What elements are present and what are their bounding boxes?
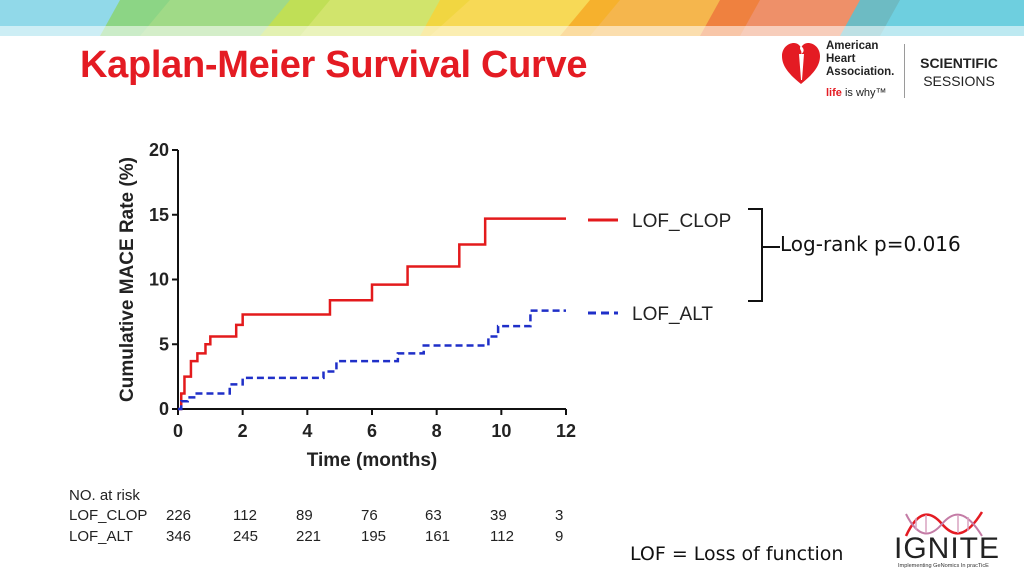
x-tick-label: 6 [367, 421, 377, 441]
risk-cell: 39 [490, 507, 507, 524]
scientific-sessions: SCIENTIFIC SESSIONS [914, 54, 1004, 90]
y-tick-label: 15 [149, 205, 169, 225]
y-tick-label: 5 [159, 334, 169, 354]
x-tick-label: 0 [173, 421, 183, 441]
page-title: Kaplan-Meier Survival Curve [80, 44, 588, 86]
risk-cell: 89 [296, 507, 313, 524]
x-tick-label: 10 [491, 421, 511, 441]
ignite-logo: IGNITE Implementing GeNomics In pracTicE [892, 506, 1020, 572]
chart-legend: LOF_CLOP LOF_ALT [588, 211, 731, 325]
y-tick-label: 10 [149, 270, 169, 290]
risk-table-header: NO. at risk [69, 487, 140, 504]
risk-row-label: LOF_CLOP [69, 507, 148, 524]
aha-name: American Heart Association. [826, 40, 895, 78]
ignite-wordmark: IGNITE [894, 532, 1001, 565]
x-tick-label: 12 [556, 421, 576, 441]
risk-row-lof-clop: LOF_CLOP 226 112 89 76 63 39 3 [69, 507, 563, 528]
y-axis-label: Cumulative MACE Rate (%) [117, 157, 138, 402]
dna-helix-icon [904, 511, 984, 537]
legend-label-lof-clop: LOF_CLOP [632, 211, 731, 232]
risk-cell: 112 [233, 507, 257, 524]
x-tick-label: 8 [432, 421, 442, 441]
chart-ticks: 0 2 4 6 8 10 12 0 5 10 15 20 [149, 140, 576, 441]
ignite-subtitle: Implementing GeNomics In pracTicE [898, 563, 989, 569]
risk-cell: 221 [296, 528, 322, 545]
risk-cell: 346 [166, 528, 192, 545]
risk-cell: 161 [425, 528, 451, 545]
logo-divider [904, 44, 905, 98]
risk-cell: 226 [166, 507, 192, 524]
series-line-lof-clop [178, 217, 566, 411]
chart-axes [177, 150, 566, 410]
x-tick-label: 4 [302, 421, 312, 441]
aha-tagline-life: life [826, 87, 842, 99]
x-axis-label: Time (months) [307, 450, 438, 471]
footnote: LOF = Loss of function [630, 543, 844, 565]
y-tick-label: 20 [149, 140, 169, 160]
risk-table: NO. at risk LOF_CLOP 226 112 89 76 63 39… [69, 487, 563, 549]
logrank-annotation: Log-rank p=0.016 [780, 232, 961, 256]
logrank-bracket [748, 208, 780, 302]
legend-label-lof-alt: LOF_ALT [632, 304, 713, 325]
risk-cell: 9 [555, 528, 564, 545]
x-tick-label: 2 [238, 421, 248, 441]
risk-cell: 112 [490, 528, 514, 545]
y-tick-label: 0 [159, 399, 169, 419]
chart-series [178, 217, 566, 411]
sessions-line-1: SCIENTIFIC [920, 55, 998, 71]
risk-cell: 76 [361, 507, 378, 524]
risk-cell: 63 [425, 507, 442, 524]
sessions-line-2: SESSIONS [923, 73, 995, 89]
risk-cell: 195 [361, 528, 387, 545]
risk-cell: 245 [233, 528, 259, 545]
risk-row-lof-alt: LOF_ALT 346 245 221 195 161 112 9 [69, 528, 563, 549]
aha-logo: American Heart Association. life is why™… [782, 38, 1012, 104]
heart-torch-icon [782, 43, 820, 84]
risk-row-label: LOF_ALT [69, 528, 133, 545]
aha-tagline-rest: is why™ [841, 87, 887, 99]
series-line-lof-alt [178, 309, 566, 411]
top-banner [0, 0, 1024, 36]
risk-cell: 3 [555, 507, 564, 524]
aha-tagline: life is why™ [826, 87, 887, 99]
